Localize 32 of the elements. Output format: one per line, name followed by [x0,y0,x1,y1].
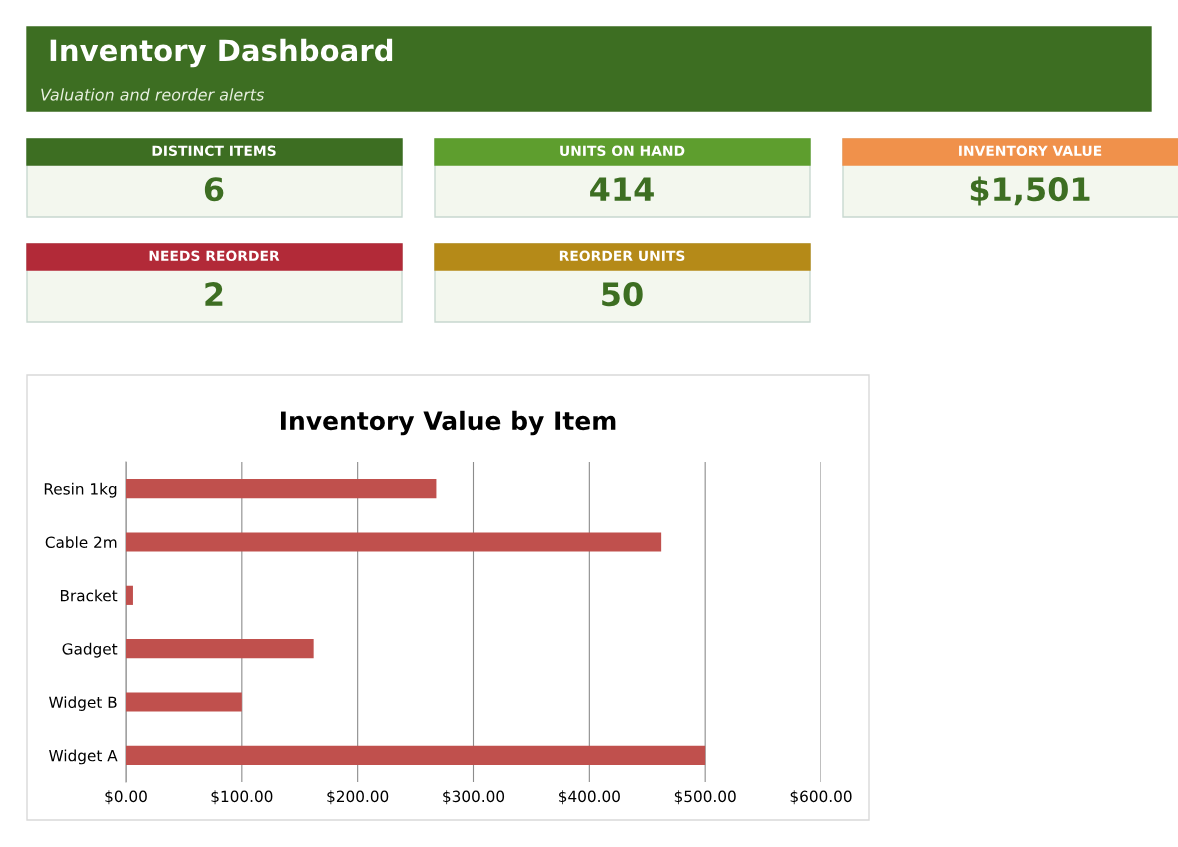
text: Valuation and reorder alerts [41,88,265,101]
bar [126,532,662,552]
chart-title: Inventory Value by Item [280,410,616,436]
bar [126,639,314,659]
bar [126,745,706,765]
text: 6 [204,177,224,202]
y-tick-label: Widget A [49,749,118,765]
x-tick-label: $500.00 [674,790,736,805]
text: 2 [205,282,223,306]
y-tick-label: Cable 2m [45,536,117,549]
x-tick-label: $0.00 [105,790,147,805]
x-tick-label: $400.00 [559,790,620,805]
category-label: UNITS ON HAND [560,145,685,157]
x-tick-label: $600.00 [790,790,852,805]
bar [126,692,242,712]
bar [126,479,437,499]
y-tick-label: Gadget [62,642,118,658]
text: 50 [602,282,643,307]
x-tick-label: $300.00 [443,790,505,805]
y-tick-label: Widget B [49,696,117,711]
category-label: NEEDS REORDER [149,250,280,262]
y-tick-label: Bracket [60,589,118,602]
text: $1,501 [970,176,1090,206]
text: Inventory Dashboard [50,38,393,68]
x-tick-label: $200.00 [327,790,389,805]
text: 414 [590,177,654,201]
category-label: REORDER UNITS [559,250,685,262]
y-tick-label: Resin 1kg [44,482,117,498]
category-label: INVENTORY VALUE [959,145,1102,157]
bar [126,585,133,605]
category-label: DISTINCT ITEMS [152,145,276,157]
x-tick-label: $100.00 [211,790,273,805]
